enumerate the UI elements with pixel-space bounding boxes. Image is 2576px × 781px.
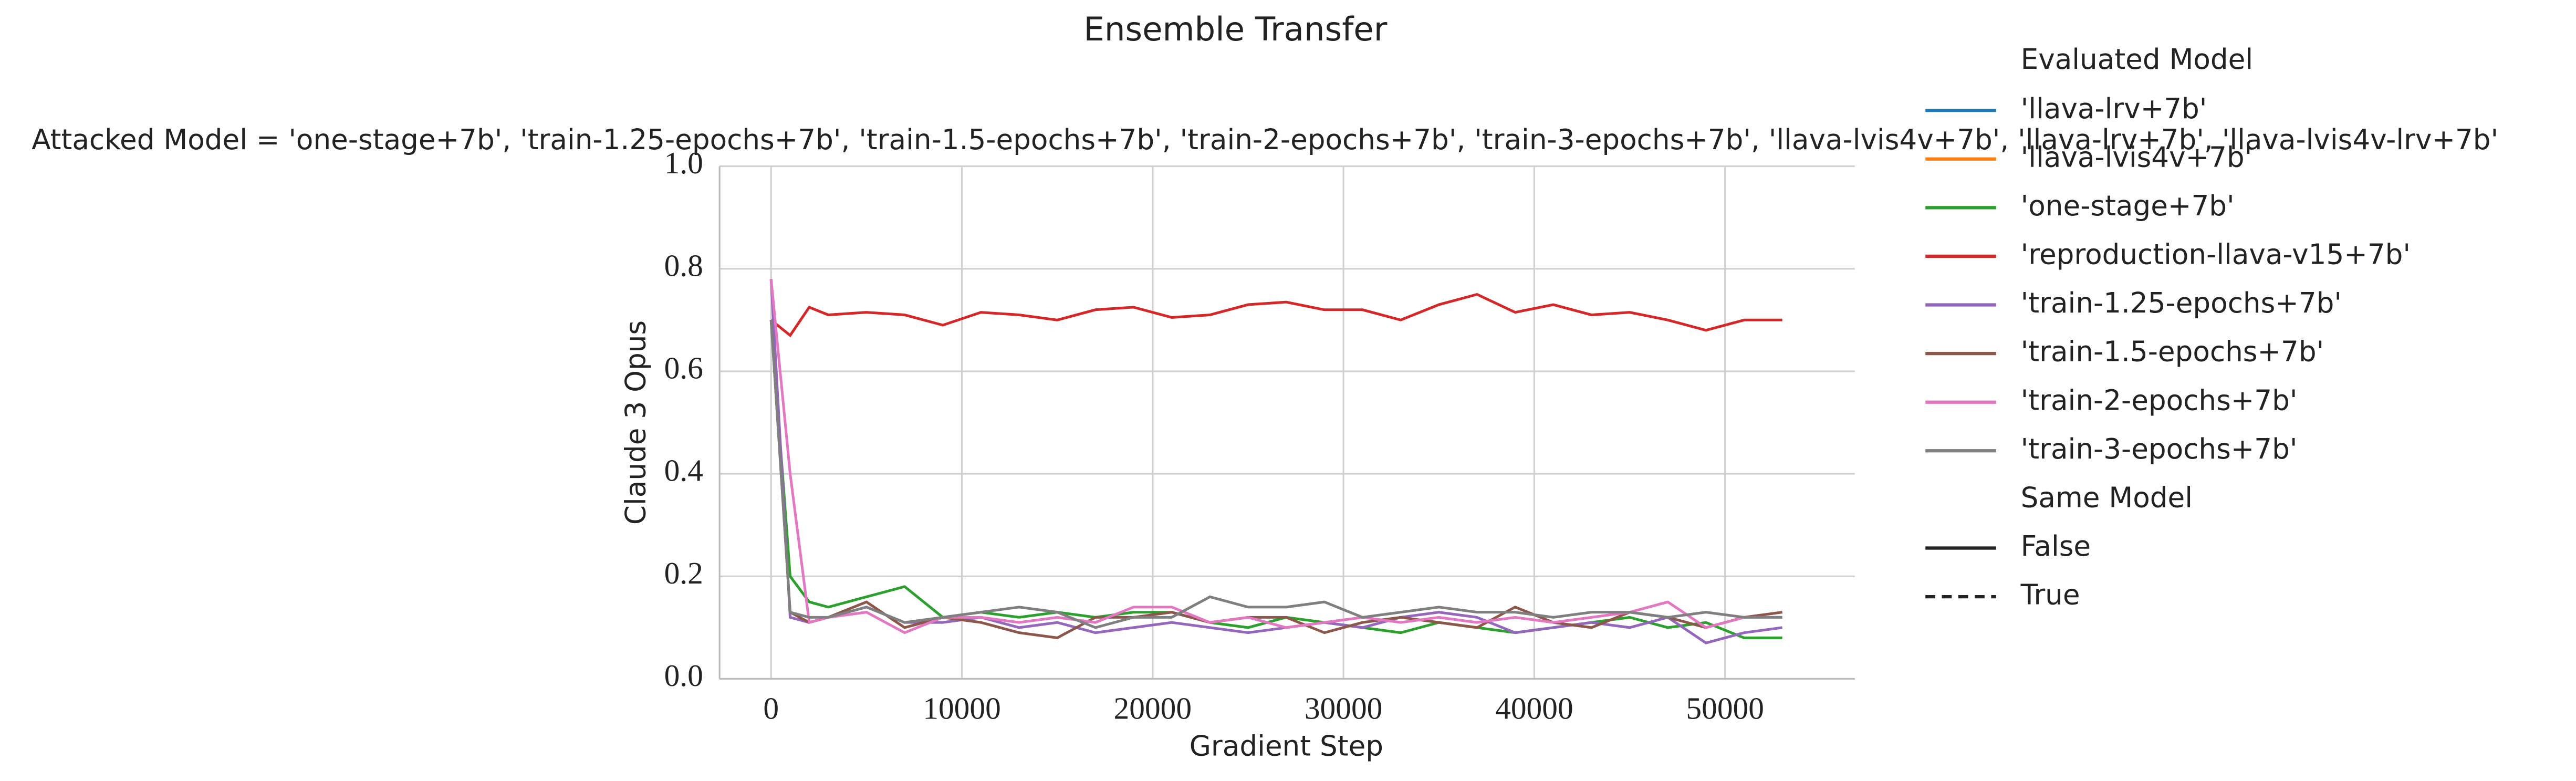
x-tick-label: 10000 xyxy=(923,691,1001,726)
data-line xyxy=(769,320,1782,629)
y-tick-label: 1.0 xyxy=(664,145,703,180)
x-tick-label: 20000 xyxy=(1114,691,1192,726)
y-tick-label: 0.6 xyxy=(664,351,703,386)
data-line xyxy=(769,279,1783,644)
x-axis-label: Gradient Step xyxy=(1190,730,1383,763)
x-tick-label: 50000 xyxy=(1686,691,1764,726)
y-tick-label: 0.8 xyxy=(664,248,703,283)
y-axis-label: Claude 3 Opus xyxy=(619,320,652,525)
subtitle: Attacked Model = 'one-stage+7b', 'train-… xyxy=(32,123,2498,156)
legend-label: True xyxy=(2020,579,2080,611)
legend-title: Evaluated Model xyxy=(2021,43,2253,76)
x-tick-label: 40000 xyxy=(1495,691,1573,726)
x-tick-label: 30000 xyxy=(1305,691,1383,726)
legend-label: 'reproduction-llava-v15+7b' xyxy=(2021,238,2411,271)
data-line xyxy=(770,293,1782,338)
data-line xyxy=(769,278,1782,634)
y-tick-label: 0.0 xyxy=(664,658,703,693)
y-tick-label: 0.4 xyxy=(664,453,703,488)
legend-label: 'train-2-epochs+7b' xyxy=(2021,384,2298,416)
data-line xyxy=(769,320,1782,639)
legend-label: 'train-3-epochs+7b' xyxy=(2021,433,2298,465)
legend-label: 'train-1.25-epochs+7b' xyxy=(2021,287,2342,319)
legend-title: Same Model xyxy=(2021,482,2193,514)
y-tick-label: 0.2 xyxy=(664,556,703,590)
legend-label: 'one-stage+7b' xyxy=(2021,190,2235,222)
legend-label: 'llava-lvis4v+7b' xyxy=(2021,141,2252,173)
chart-title: Ensemble Transfer xyxy=(1083,10,1387,48)
data-line xyxy=(769,320,1783,640)
legend-label: 'llava-lrv+7b' xyxy=(2021,92,2207,125)
legend-label: False xyxy=(2021,530,2091,563)
x-tick-label: 0 xyxy=(763,691,779,726)
legend-label: 'train-1.5-epochs+7b' xyxy=(2021,336,2324,368)
